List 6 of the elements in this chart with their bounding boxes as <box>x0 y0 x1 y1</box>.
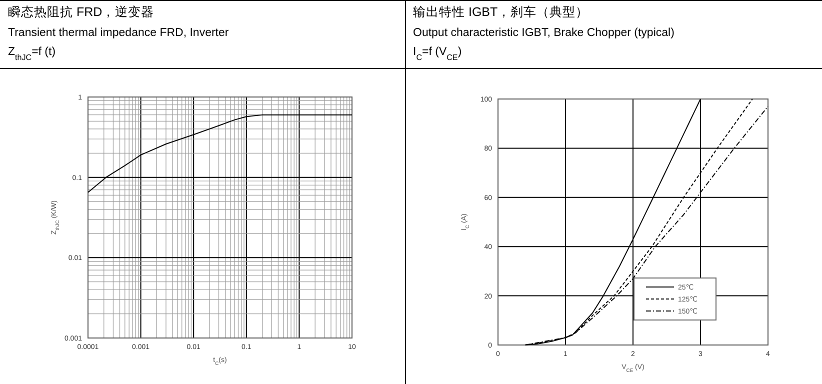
text: I$_{C}$=f (V$_{CE}$) <box>413 46 462 62</box>
chart-subtitle: Transient thermal impedance FRD, Inverter <box>8 27 229 39</box>
chart-title: 瞬态热阻抗 FRD，逆变器 <box>8 5 154 19</box>
chart-title: 输出特性 IGBT，刹车（典型） <box>413 5 589 19</box>
text: Z$_{thJC}$=f (t) <box>8 46 56 62</box>
chart-subtitle: Output characteristic IGBT, Brake Chopper (typical) <box>413 27 675 39</box>
